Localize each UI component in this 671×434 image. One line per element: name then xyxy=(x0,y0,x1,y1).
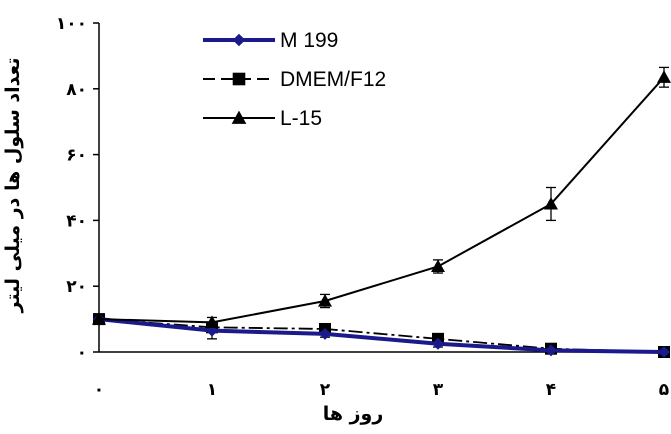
x-tick-label: ۵ xyxy=(659,380,669,400)
y-tick-label: ۱۰۰ xyxy=(56,14,87,34)
data-point-diamond xyxy=(232,33,246,47)
x-axis-title: روز ها xyxy=(323,403,384,425)
data-point-triangle xyxy=(92,312,106,325)
x-tick-label: ۲ xyxy=(320,380,331,400)
data-point-square xyxy=(232,72,246,86)
series-l-15 xyxy=(92,66,671,328)
legend-label: DMEM/F12 xyxy=(280,68,386,91)
x-tick-label: ۴ xyxy=(546,380,556,400)
data-point-diamond xyxy=(432,337,444,350)
y-tick-label: ۶۰ xyxy=(66,146,87,166)
data-point-diamond xyxy=(545,344,557,357)
y-axis-ticks: ۰ ۲۰ ۴۰ ۶۰ ۸۰ ۱۰۰ xyxy=(56,14,99,363)
y-axis-title: تعداد سلول ها در میلی لیتر xyxy=(2,58,24,314)
legend-item: M 199 xyxy=(203,29,338,52)
legend-label: L-15 xyxy=(280,107,322,130)
series-layer xyxy=(92,66,671,358)
y-tick-label: ۰ xyxy=(77,343,87,363)
x-tick-label: ۱ xyxy=(207,380,217,400)
data-point-triangle xyxy=(231,110,247,124)
x-axis-ticks: ۰ ۱ ۲ ۳ ۴ ۵ xyxy=(94,380,669,400)
data-point-triangle xyxy=(431,259,445,273)
y-tick-label: ۴۰ xyxy=(66,211,87,231)
data-point-diamond xyxy=(319,327,331,340)
legend: M 199 DMEM/F12 L-15 xyxy=(203,29,386,130)
legend-label: M 199 xyxy=(280,29,338,52)
x-tick-label: ۳ xyxy=(433,380,444,400)
data-point-diamond xyxy=(658,346,670,358)
legend-item: L-15 xyxy=(203,107,322,130)
series-line xyxy=(98,76,665,324)
y-tick-label: ۸۰ xyxy=(66,80,87,100)
x-tick-label: ۰ xyxy=(94,380,104,400)
data-point-triangle xyxy=(318,294,332,307)
data-point-triangle xyxy=(205,315,219,328)
y-tick-label: ۲۰ xyxy=(66,277,87,297)
series-line xyxy=(98,317,665,354)
data-point-triangle xyxy=(544,196,558,210)
legend-item: DMEM/F12 xyxy=(203,68,386,91)
series-line xyxy=(98,318,665,353)
series-m-199 xyxy=(93,313,670,358)
data-point-triangle xyxy=(657,70,671,83)
